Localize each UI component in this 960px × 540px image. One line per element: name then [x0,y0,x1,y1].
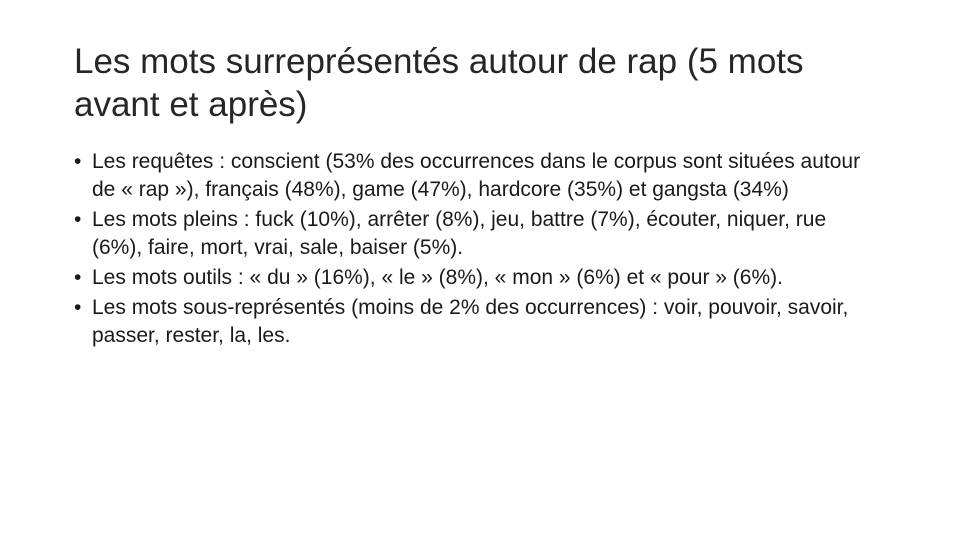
bullet-item-requetes: • Les requêtes : conscient (53% des occu… [74,148,874,204]
bullet-item-sous-representes: • Les mots sous-représentés (moins de 2%… [74,294,874,350]
bullet-item-mots-pleins: • Les mots pleins : fuck (10%), arrêter … [74,206,874,262]
bullet-list: • Les requêtes : conscient (53% des occu… [74,148,874,352]
bullet-text: Les mots sous-représentés (moins de 2% d… [92,296,849,347]
bullet-text: Les requêtes : conscient (53% des occurr… [92,150,861,201]
bullet-text: Les mots outils : « du » (16%), « le » (… [92,266,783,289]
bullet-marker: • [74,150,82,173]
bullet-marker: • [74,296,82,319]
bullet-text: Les mots pleins : fuck (10%), arrêter (8… [92,208,827,259]
bullet-item-mots-outils: • Les mots outils : « du » (16%), « le »… [74,264,874,292]
bullet-marker: • [74,266,82,289]
bullet-marker: • [74,208,82,231]
slide-title: Les mots surreprésentés autour de rap (5… [74,42,804,124]
